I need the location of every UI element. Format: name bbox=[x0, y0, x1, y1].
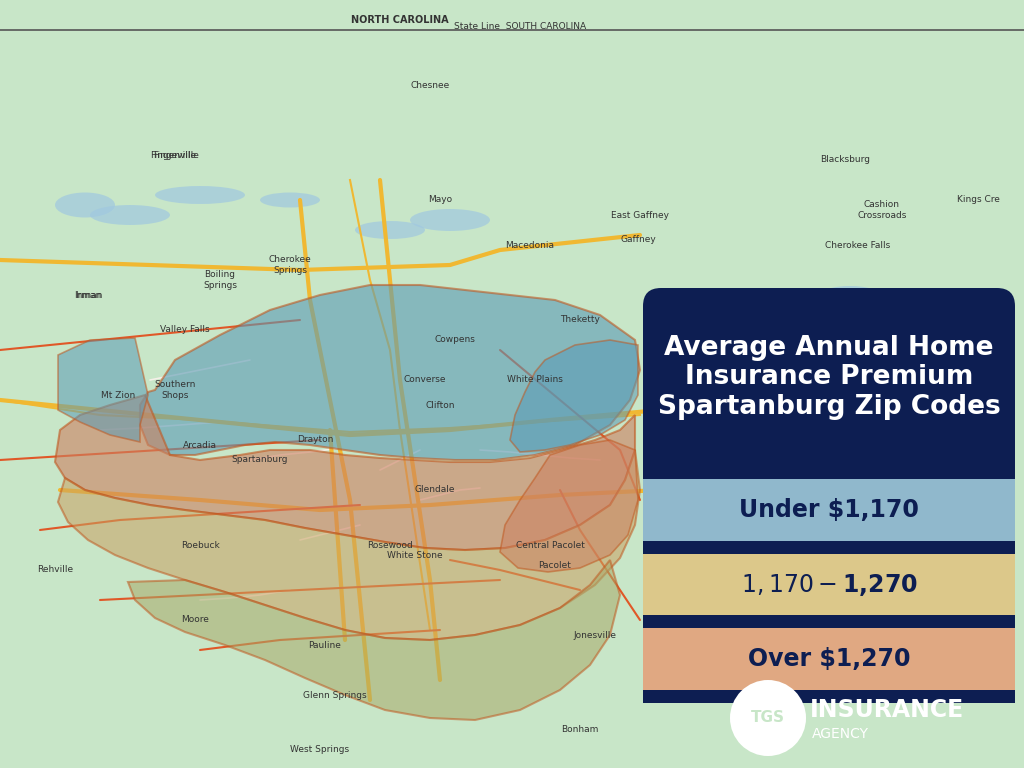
Ellipse shape bbox=[355, 221, 425, 239]
Text: Fingenville: Fingenville bbox=[151, 151, 200, 160]
Text: Cherokee
Springs: Cherokee Springs bbox=[268, 255, 311, 275]
Ellipse shape bbox=[155, 186, 245, 204]
FancyBboxPatch shape bbox=[643, 288, 1015, 703]
Text: Spartanburg: Spartanburg bbox=[231, 455, 288, 465]
Text: Gaffney: Gaffney bbox=[621, 236, 656, 244]
FancyBboxPatch shape bbox=[643, 466, 1015, 479]
Circle shape bbox=[730, 680, 806, 756]
Text: Average Annual Home: Average Annual Home bbox=[665, 335, 993, 361]
Ellipse shape bbox=[820, 286, 880, 304]
Ellipse shape bbox=[90, 205, 170, 225]
FancyBboxPatch shape bbox=[643, 479, 1015, 541]
FancyBboxPatch shape bbox=[643, 628, 1015, 690]
FancyBboxPatch shape bbox=[643, 554, 1015, 615]
Polygon shape bbox=[58, 338, 148, 442]
Text: Pacolet: Pacolet bbox=[539, 561, 571, 570]
FancyBboxPatch shape bbox=[643, 541, 1015, 554]
Polygon shape bbox=[128, 560, 620, 720]
Ellipse shape bbox=[55, 193, 115, 217]
Text: Roebuck: Roebuck bbox=[180, 541, 219, 549]
Text: Valley Falls: Valley Falls bbox=[160, 326, 210, 335]
Text: TGS: TGS bbox=[751, 710, 785, 726]
Text: INSURANCE: INSURANCE bbox=[810, 698, 965, 722]
Text: Irman: Irman bbox=[75, 290, 101, 300]
Ellipse shape bbox=[410, 209, 490, 231]
Text: Drayton: Drayton bbox=[297, 435, 333, 445]
Polygon shape bbox=[140, 285, 640, 460]
FancyBboxPatch shape bbox=[643, 615, 1015, 628]
Polygon shape bbox=[58, 450, 640, 640]
Text: Under $1,170: Under $1,170 bbox=[739, 498, 919, 522]
Text: Cashion
Crossroads: Cashion Crossroads bbox=[857, 200, 906, 220]
Text: Insurance Premium: Insurance Premium bbox=[685, 364, 973, 390]
Text: Pauline: Pauline bbox=[308, 641, 341, 650]
Text: Boiling
Springs: Boiling Springs bbox=[203, 270, 237, 290]
Polygon shape bbox=[510, 340, 638, 452]
Text: Rehville: Rehville bbox=[37, 565, 73, 574]
Text: Blacksburg: Blacksburg bbox=[820, 155, 870, 164]
Text: Mt Zion: Mt Zion bbox=[101, 390, 135, 399]
FancyBboxPatch shape bbox=[643, 690, 1015, 703]
Text: White Stone: White Stone bbox=[387, 551, 442, 560]
Text: Kings Cre: Kings Cre bbox=[956, 196, 999, 204]
Text: Theketty: Theketty bbox=[560, 316, 600, 325]
Text: Spartanburg Zip Codes: Spartanburg Zip Codes bbox=[657, 394, 1000, 419]
Text: Macedonia: Macedonia bbox=[506, 240, 555, 250]
Text: Glenn Springs: Glenn Springs bbox=[303, 690, 367, 700]
Text: West Springs: West Springs bbox=[291, 746, 349, 754]
Ellipse shape bbox=[260, 193, 319, 207]
Text: Fingeville: Fingeville bbox=[154, 151, 197, 160]
Text: Mayo: Mayo bbox=[428, 196, 452, 204]
Text: Southern
Shops: Southern Shops bbox=[155, 380, 196, 399]
Text: $1,170-$1,270: $1,170-$1,270 bbox=[740, 571, 918, 598]
Text: State Line  SOUTH CAROLINA: State Line SOUTH CAROLINA bbox=[454, 22, 586, 31]
Polygon shape bbox=[500, 440, 638, 572]
Text: Arcadia: Arcadia bbox=[183, 441, 217, 449]
Text: White Plains: White Plains bbox=[507, 376, 563, 385]
Text: AGENCY: AGENCY bbox=[812, 727, 869, 741]
Text: Glendale: Glendale bbox=[415, 485, 456, 495]
Text: Cowpens: Cowpens bbox=[434, 336, 475, 345]
Text: Rosewood: Rosewood bbox=[368, 541, 413, 549]
Text: East Gaffney: East Gaffney bbox=[611, 210, 669, 220]
Text: NORTH CAROLINA: NORTH CAROLINA bbox=[351, 15, 449, 25]
Text: Converse: Converse bbox=[403, 376, 446, 385]
Text: Chesnee: Chesnee bbox=[411, 81, 450, 90]
Text: Central Pacolet: Central Pacolet bbox=[515, 541, 585, 549]
Text: Jonesville: Jonesville bbox=[573, 631, 616, 640]
Text: Moore: Moore bbox=[181, 615, 209, 624]
Text: Inman: Inman bbox=[74, 290, 102, 300]
Text: Bonham: Bonham bbox=[561, 726, 599, 734]
Text: Cherokee Falls: Cherokee Falls bbox=[825, 240, 891, 250]
Polygon shape bbox=[55, 395, 635, 550]
Text: Over $1,270: Over $1,270 bbox=[748, 647, 910, 671]
Text: Clifton: Clifton bbox=[425, 400, 455, 409]
